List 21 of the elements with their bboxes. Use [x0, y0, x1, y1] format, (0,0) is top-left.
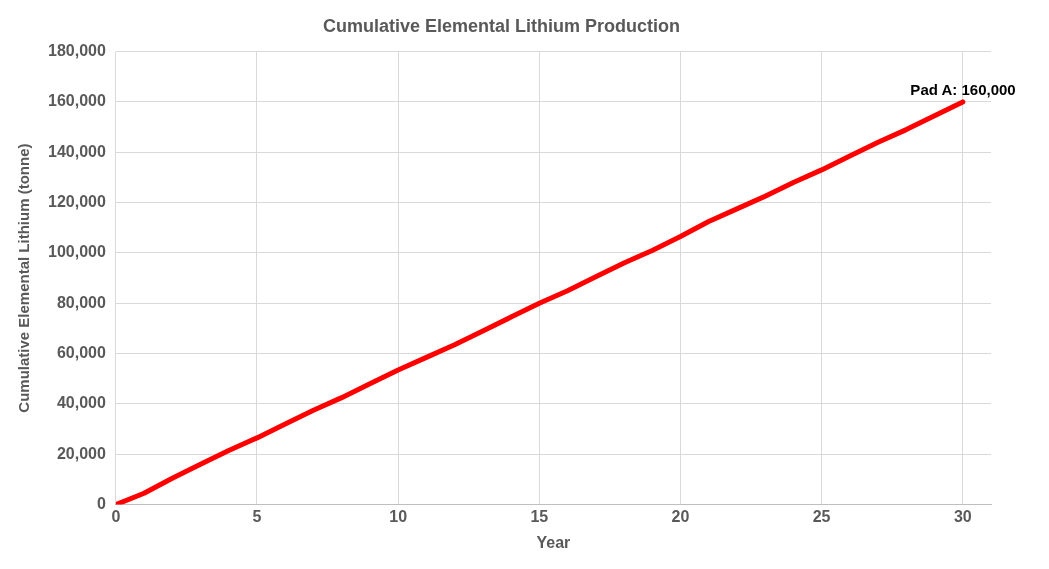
- x-tick-label: 30: [953, 507, 972, 525]
- y-axis-title: Cumulative Elemental Lithium (tonne): [15, 143, 33, 413]
- y-tick-label: 20,000: [56, 444, 106, 462]
- x-tick-label: 25: [812, 507, 831, 525]
- y-tick-label: 80,000: [56, 293, 106, 311]
- x-tick-label: 20: [671, 507, 690, 525]
- annotation: Pad A: 160,000: [910, 80, 1016, 98]
- y-tick-label: 120,000: [47, 193, 106, 211]
- y-tick-label: 40,000: [56, 394, 106, 412]
- chart-title: Cumulative Elemental Lithium Production: [322, 15, 681, 36]
- x-tick-label: 5: [252, 507, 262, 525]
- x-tick-label: 10: [389, 507, 408, 525]
- y-tick-label: 60,000: [56, 344, 106, 362]
- x-tick-label: 15: [530, 507, 549, 525]
- y-tick-label: 180,000: [47, 42, 106, 60]
- y-tick-label: 0: [96, 495, 106, 513]
- y-tick-label: 140,000: [47, 142, 106, 160]
- y-tick-label: 100,000: [47, 243, 106, 261]
- x-tick-label: 0: [111, 507, 121, 525]
- y-tick-label: 160,000: [47, 92, 106, 110]
- x-axis-title: Year: [536, 533, 571, 551]
